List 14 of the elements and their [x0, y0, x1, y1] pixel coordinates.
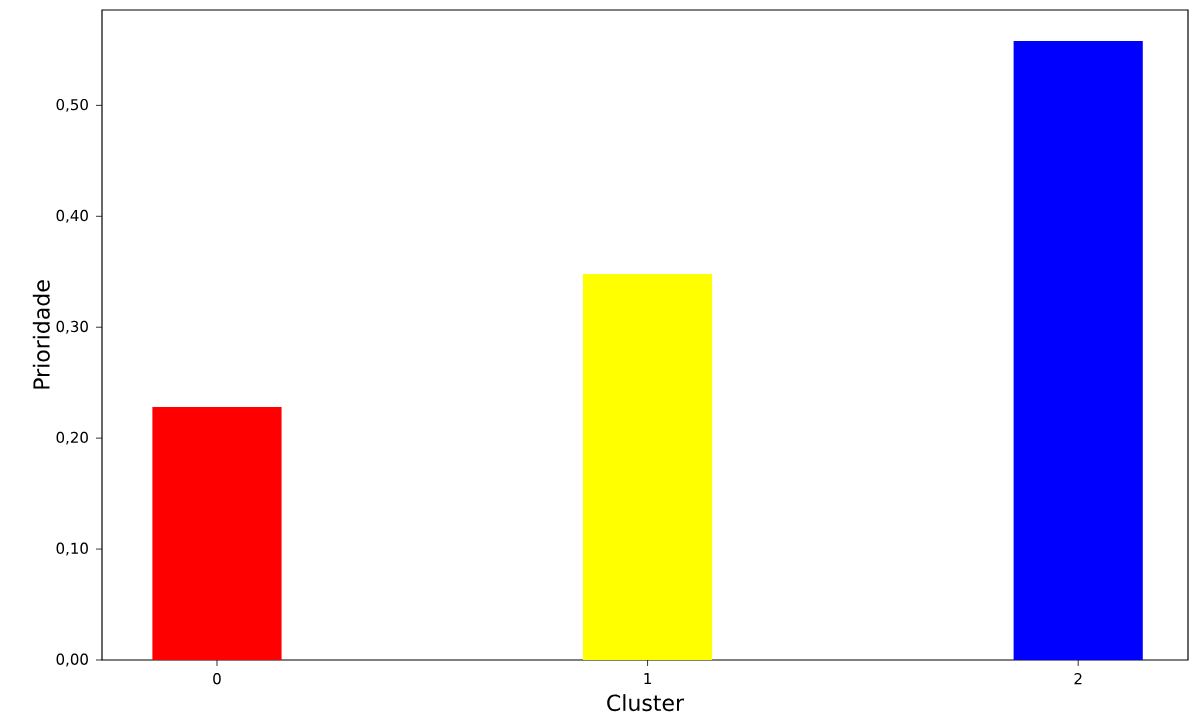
- y-tick-label: 0,50: [56, 98, 88, 112]
- y-tick-label: 0,40: [56, 209, 88, 223]
- y-tick-label: 0,10: [56, 542, 88, 556]
- x-tick-label: 2: [1074, 673, 1082, 685]
- x-tick-label: 1: [644, 673, 651, 684]
- y-axis-title: Prioridade: [32, 280, 50, 389]
- y-tick-label: 0,00: [56, 653, 88, 667]
- y-tick-label: 0,20: [56, 431, 88, 445]
- y-tick-label: 0,30: [56, 320, 88, 334]
- bar: [152, 407, 282, 660]
- bar: [1013, 41, 1143, 660]
- x-tick-label: 0: [213, 673, 221, 685]
- x-axis-title: Cluster: [607, 694, 685, 712]
- bar: [583, 273, 713, 660]
